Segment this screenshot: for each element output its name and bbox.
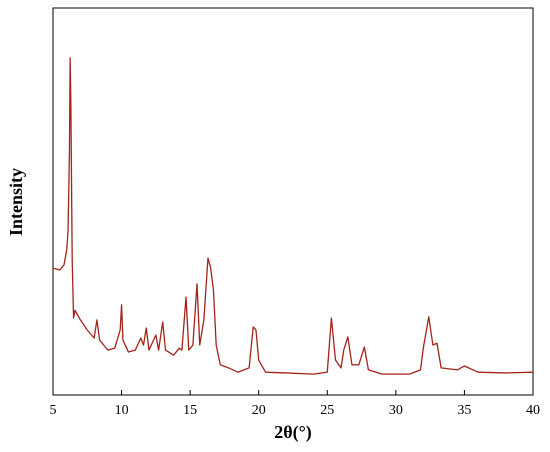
y-axis-label: Intensity (6, 168, 26, 236)
x-tick-label: 30 (389, 403, 403, 418)
x-tick-label: 25 (320, 403, 334, 418)
x-tick-label: 35 (457, 403, 471, 418)
x-tick-label: 40 (526, 403, 540, 418)
plot-frame (52, 7, 534, 396)
x-tick-label: 15 (183, 403, 197, 418)
x-tick-label: 10 (115, 403, 129, 418)
data-line (52, 57, 534, 375)
x-axis-label: 2θ(°) (274, 422, 312, 443)
x-tick-label: 5 (50, 403, 57, 418)
x-tick-label: 20 (252, 403, 266, 418)
